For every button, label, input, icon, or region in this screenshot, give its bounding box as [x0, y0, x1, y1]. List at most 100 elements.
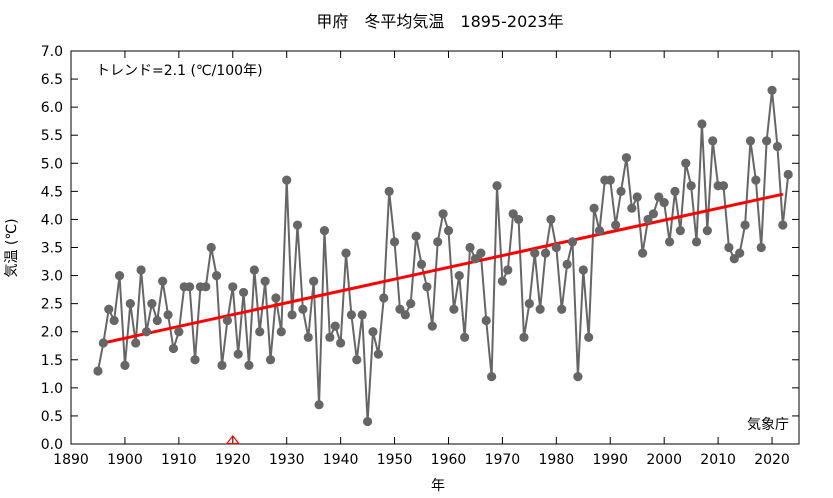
- data-point: [540, 248, 551, 258]
- data-point: [190, 355, 200, 365]
- data-point: [708, 136, 718, 146]
- data-point: [109, 315, 119, 326]
- data-point: [519, 332, 529, 342]
- data-point: [384, 186, 394, 196]
- data-point: [503, 265, 513, 275]
- data-point: [551, 242, 561, 253]
- data-point: [244, 360, 254, 370]
- data-point: [336, 338, 346, 348]
- data-point: [594, 226, 605, 236]
- data-points: [93, 85, 793, 427]
- data-point: [681, 158, 691, 168]
- data-point: [756, 242, 766, 253]
- data-point: [443, 226, 454, 236]
- data-point: [325, 332, 335, 342]
- data-point: [422, 282, 432, 292]
- y-tick-label: 2.0: [41, 325, 63, 341]
- data-point: [260, 276, 270, 286]
- data-point: [686, 181, 696, 191]
- data-point: [93, 366, 103, 376]
- trend-label: トレンド=2.1 (℃/100年): [96, 63, 263, 79]
- data-point: [611, 220, 621, 230]
- data-point: [271, 293, 281, 303]
- data-point: [718, 181, 729, 191]
- data-point: [131, 338, 141, 348]
- x-tick-label: 1970: [485, 452, 521, 468]
- data-point: [303, 332, 313, 342]
- y-axis: 0.0 0.5 1.0 1.5 2.0 2.5 3.0 3.5 4.0 4.5 5.0 5.5 6.0 6…: [41, 44, 799, 453]
- data-point: [783, 169, 793, 180]
- x-axis: 1890 1900 1910 1920 1930 1940 1950 1960 1970 1980…: [53, 51, 790, 468]
- temperature-series-line: [96, 90, 790, 422]
- year-marker-triangle: [225, 435, 241, 445]
- x-tick-label: 1910: [161, 452, 197, 468]
- data-point: [535, 304, 545, 314]
- data-point: [249, 265, 259, 275]
- y-tick-label: 7.0: [41, 44, 63, 60]
- data-point: [330, 321, 340, 331]
- data-point: [125, 299, 135, 309]
- data-point: [745, 136, 756, 146]
- data-point: [379, 293, 389, 303]
- y-tick-label: 4.0: [41, 212, 63, 228]
- data-point: [546, 214, 556, 225]
- data-point: [530, 248, 540, 258]
- data-point: [120, 360, 130, 370]
- data-point: [341, 248, 351, 258]
- data-point: [735, 248, 745, 258]
- data-point: [136, 265, 146, 275]
- data-point: [298, 304, 308, 314]
- data-point: [638, 248, 648, 258]
- data-point: [567, 237, 578, 247]
- data-point: [433, 237, 443, 247]
- data-point: [352, 355, 362, 365]
- plot-frame: [70, 50, 800, 445]
- data-point: [751, 175, 761, 185]
- data-point: [265, 355, 276, 365]
- y-tick-label: 1.0: [41, 381, 63, 397]
- data-point: [212, 270, 222, 281]
- data-point: [632, 192, 642, 202]
- x-tick-label: 1990: [592, 452, 628, 468]
- y-tick-label: 0.0: [41, 437, 63, 453]
- data-point: [675, 226, 685, 236]
- data-point: [238, 287, 249, 298]
- data-point: [481, 315, 491, 326]
- x-tick-label: 1930: [269, 452, 305, 468]
- x-tick-label: 1980: [539, 452, 575, 468]
- data-point: [282, 175, 292, 185]
- data-point: [233, 349, 243, 359]
- data-point: [767, 85, 777, 95]
- x-tick-label: 1890: [53, 452, 89, 468]
- data-point: [141, 327, 152, 337]
- chart-title: 甲府 冬平均気温 1895-2023年: [316, 12, 563, 31]
- data-point: [659, 197, 669, 208]
- y-tick-label: 2.5: [41, 297, 63, 313]
- data-point: [309, 276, 319, 286]
- data-point: [158, 276, 168, 286]
- data-point: [319, 226, 330, 236]
- data-point: [762, 136, 772, 146]
- data-point: [147, 299, 157, 309]
- x-tick-label: 1940: [323, 452, 359, 468]
- data-point: [557, 304, 567, 314]
- data-point: [497, 276, 508, 286]
- x-tick-label: 1950: [377, 452, 413, 468]
- data-point: [201, 282, 211, 292]
- x-tick-label: 2020: [754, 452, 790, 468]
- data-point: [449, 304, 459, 314]
- data-point: [697, 119, 707, 129]
- data-point: [578, 265, 588, 275]
- data-point: [206, 242, 216, 253]
- y-tick-label: 0.5: [41, 409, 63, 425]
- data-point: [724, 242, 734, 253]
- data-point: [168, 343, 179, 354]
- data-point: [373, 349, 383, 359]
- y-tick-label: 3.5: [41, 241, 63, 257]
- data-point: [627, 203, 637, 213]
- data-point: [389, 237, 400, 247]
- data-point: [562, 259, 572, 269]
- data-point: [185, 282, 195, 292]
- data-point: [314, 400, 324, 410]
